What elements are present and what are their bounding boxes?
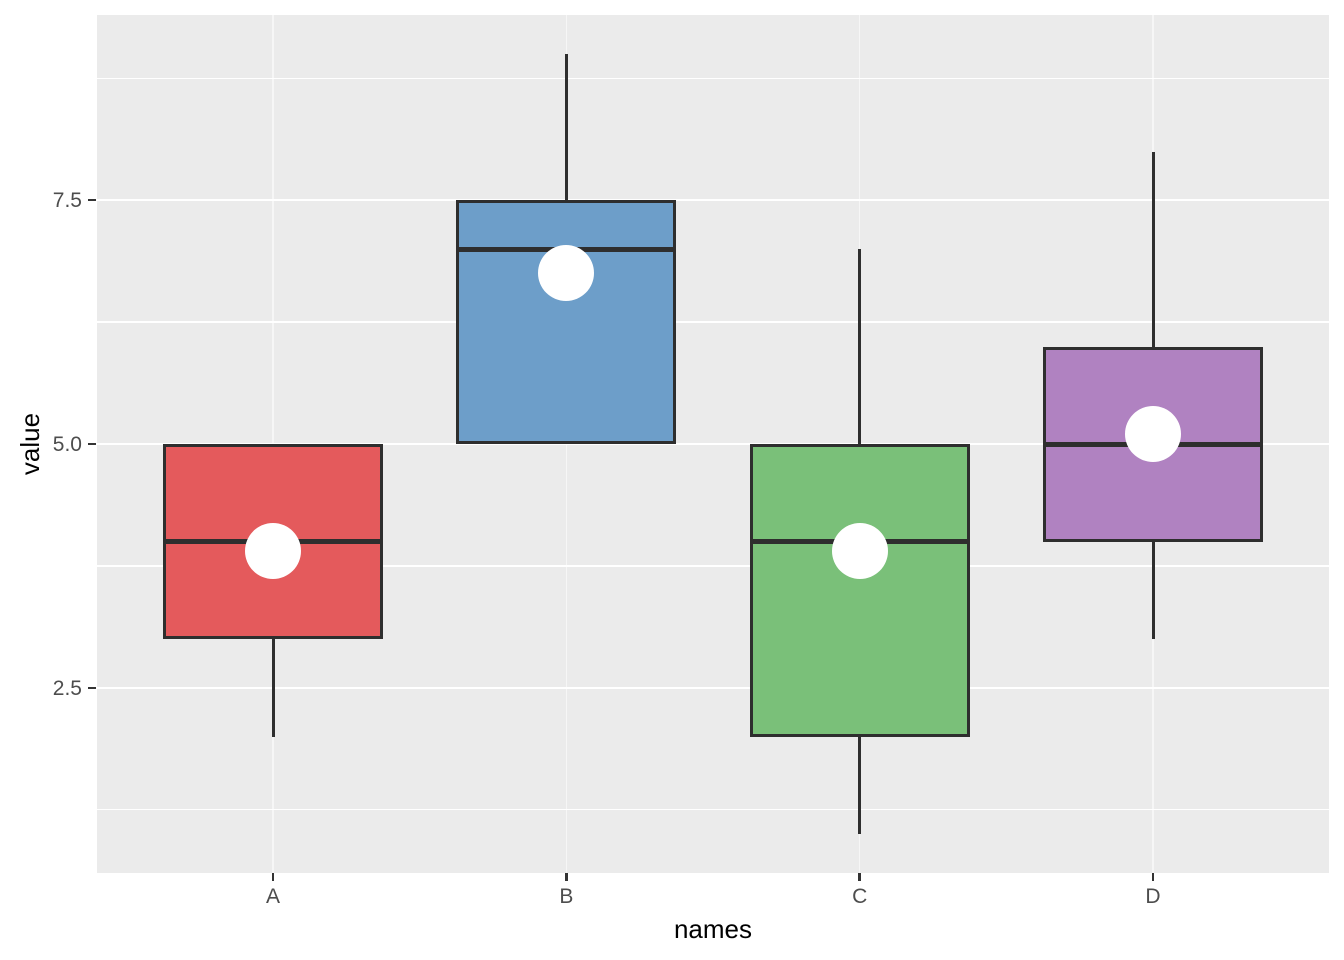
mean-dot-D [1125, 406, 1181, 463]
x-axis-tick-label-B: B [559, 885, 574, 908]
x-axis-tick [271, 873, 275, 881]
plot-panel [97, 15, 1329, 873]
y-axis-title: value [15, 412, 45, 476]
whisker-upper-C [858, 249, 862, 444]
y-axis-tick-label: 5.0 [52, 433, 82, 456]
x-axis-tick [1151, 873, 1155, 881]
gridline-major [97, 199, 1329, 202]
whisker-upper-D [1151, 151, 1155, 347]
mean-dot-B [538, 245, 595, 302]
y-axis-tick [88, 442, 96, 446]
y-axis-tick [88, 199, 96, 202]
gridline-minor [97, 77, 1329, 80]
gridline-minor [97, 321, 1329, 323]
gridline-major [97, 686, 1329, 689]
mean-dot-C [831, 523, 888, 580]
whisker-lower-C [858, 736, 862, 834]
whisker-lower-A [271, 639, 275, 737]
x-axis-tick-label-D: D [1145, 885, 1161, 908]
whisker-upper-B [564, 54, 568, 201]
mean-dot-A [245, 523, 301, 580]
box-B [456, 200, 677, 444]
gridline-major [97, 442, 1329, 446]
y-axis-tick-label: 2.5 [52, 676, 82, 700]
x-axis-tick-label-C: C [852, 885, 868, 908]
y-axis-tick-label: 7.5 [52, 189, 82, 213]
y-axis-tick [88, 686, 96, 689]
gridline-minor [97, 808, 1329, 811]
gridline-minor [97, 565, 1329, 567]
x-axis-tick [858, 873, 861, 881]
x-axis-tick [565, 873, 568, 881]
x-axis-tick-label-A: A [265, 885, 280, 908]
x-axis-title: names [673, 914, 753, 944]
gridline-vertical [565, 15, 567, 873]
whisker-lower-D [1151, 541, 1155, 639]
box-C [749, 444, 970, 737]
